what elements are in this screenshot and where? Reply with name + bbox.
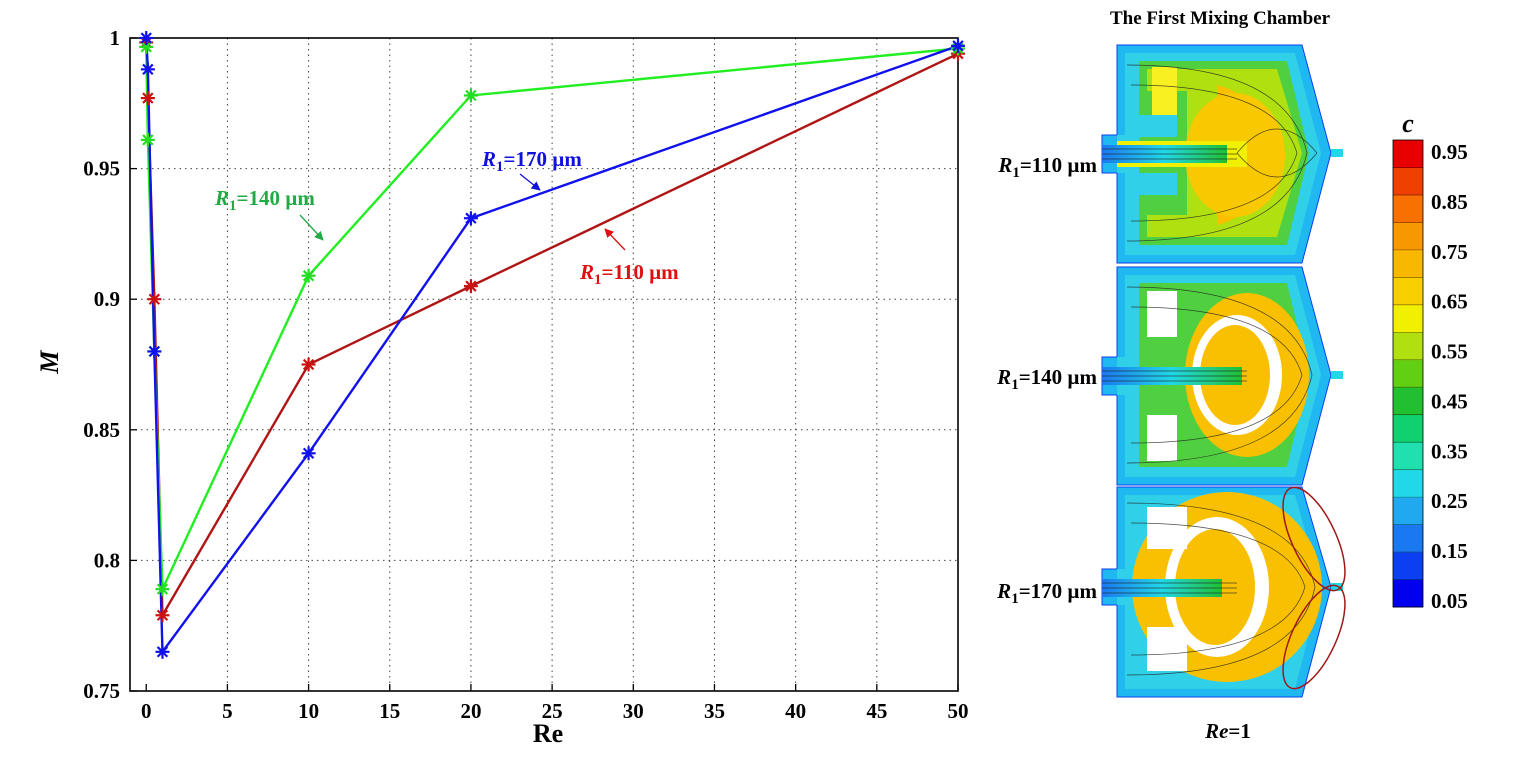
chamber-170 <box>1101 486 1346 698</box>
chamber-140 <box>1101 266 1343 486</box>
colorbar-band <box>1393 277 1423 306</box>
colorbar-tick-label: 0.55 <box>1431 340 1468 364</box>
highlight-ellipse-lower <box>1282 584 1346 690</box>
data-point <box>140 62 155 77</box>
data-point <box>139 39 154 54</box>
data-point <box>301 446 316 461</box>
colorbar-band <box>1393 359 1423 388</box>
colorbar-band <box>1393 414 1423 443</box>
x-tick-label: 30 <box>623 699 644 723</box>
series-lines <box>139 31 965 659</box>
data-point <box>463 88 478 103</box>
data-point <box>140 132 155 147</box>
x-tick-label: 5 <box>222 699 233 723</box>
svg-text:R1=170 µm: R1=170 µm <box>481 147 582 175</box>
svg-text:R1=140 µm: R1=140 µm <box>214 186 315 214</box>
colorbar-tick-label: 0.45 <box>1431 389 1468 413</box>
series-line-0 <box>145 42 959 620</box>
data-point <box>155 644 170 659</box>
colorbar-band <box>1393 524 1423 553</box>
data-point <box>147 292 162 307</box>
x-tick-label: 50 <box>948 699 969 723</box>
plot-frame <box>129 37 959 692</box>
highlight-ellipse-upper <box>1282 486 1346 592</box>
x-tick-label: 0 <box>141 699 152 723</box>
row-label-170: R1=170 µm <box>996 579 1097 607</box>
row-label-110: R1=110 µm <box>997 153 1097 181</box>
x-tick-label: 20 <box>460 699 481 723</box>
colorbar: 0.95 0.85 0.75 0.65 0.55 0.45 0.35 0.25 0.15 0.05 <box>1392 139 1468 613</box>
contour-panel: The First Mixing Chamber <box>996 8 1468 743</box>
grid-lines <box>130 38 959 691</box>
svg-text:R1=110 µm: R1=110 µm <box>579 260 679 288</box>
colorbar-band <box>1393 387 1423 416</box>
colorbar-tick-label: 0.85 <box>1431 190 1468 214</box>
colorbar-tick-label: 0.05 <box>1431 589 1468 613</box>
colorbar-band <box>1393 194 1423 223</box>
y-tick-label: 0.85 <box>83 418 120 442</box>
colorbar-band <box>1393 222 1423 251</box>
colorbar-tick-label: 0.15 <box>1431 539 1468 563</box>
annotation-170: R1=170 µm <box>481 147 582 191</box>
panel-title: The First Mixing Chamber <box>1110 8 1331 29</box>
colorbar-frame <box>1392 139 1424 608</box>
x-tick-label: 25 <box>542 699 563 723</box>
y-axis-ticks: 0.75 0.8 0.85 0.9 0.95 1 <box>83 26 137 703</box>
colorbar-band <box>1393 552 1423 581</box>
colorbar-tick-label: 0.95 <box>1431 140 1468 164</box>
colorbar-band <box>1393 249 1423 278</box>
mixing-index-chart: 0 5 10 15 20 25 30 35 40 45 50 0.75 0.8 0.85 0.9 0.95 1… <box>35 26 969 748</box>
data-point <box>139 31 154 45</box>
series-line-2 <box>145 37 959 656</box>
data-point <box>147 344 162 359</box>
data-point <box>155 608 170 623</box>
data-point <box>951 38 965 53</box>
annotation-140: R1=140 µm <box>214 186 324 241</box>
annotation-110: R1=110 µm <box>579 228 679 288</box>
y-tick-label: 0.9 <box>94 287 120 311</box>
colorbar-band <box>1393 579 1423 608</box>
colorbar-tick-label: 0.65 <box>1431 290 1468 314</box>
x-tick-label: 15 <box>379 699 400 723</box>
data-point <box>140 91 155 106</box>
colorbar-tick-label: 0.75 <box>1431 240 1468 264</box>
row-label-140: R1=140 µm <box>996 365 1097 393</box>
data-point <box>301 357 316 372</box>
colorbar-tick-label: 0.35 <box>1431 439 1468 463</box>
y-tick-label: 0.8 <box>94 548 120 572</box>
data-point <box>463 279 478 294</box>
colorbar-band <box>1393 304 1423 333</box>
x-axis-ticks: 0 5 10 15 20 25 30 35 40 45 50 <box>141 684 969 723</box>
x-tick-label: 10 <box>298 699 319 723</box>
y-axis-title: M <box>35 350 64 375</box>
colorbar-band <box>1393 167 1423 196</box>
data-point <box>155 582 170 597</box>
data-point <box>463 211 478 226</box>
colorbar-band <box>1393 332 1423 361</box>
panel-xlabel: Re=1 <box>1204 719 1251 743</box>
x-tick-label: 35 <box>704 699 725 723</box>
x-axis-title: Re <box>533 719 563 748</box>
colorbar-tick-label: 0.25 <box>1431 489 1468 513</box>
x-tick-label: 40 <box>785 699 806 723</box>
y-tick-label: 1 <box>110 26 121 50</box>
colorbar-band <box>1393 140 1423 168</box>
colorbar-band <box>1393 469 1423 498</box>
y-tick-label: 0.95 <box>83 157 120 181</box>
x-tick-label: 45 <box>866 699 887 723</box>
colorbar-title: c <box>1402 109 1414 138</box>
colorbar-band <box>1393 497 1423 526</box>
data-point <box>301 268 316 283</box>
chamber-110 <box>1101 44 1343 264</box>
colorbar-band <box>1393 442 1423 471</box>
y-tick-label: 0.75 <box>83 679 120 703</box>
